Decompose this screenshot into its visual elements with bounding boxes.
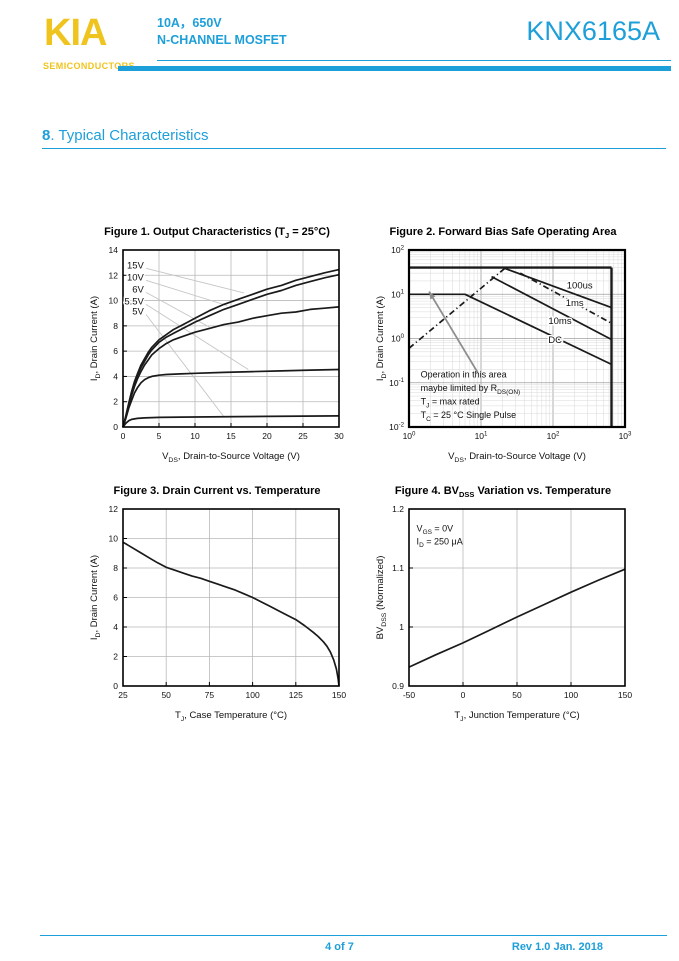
svg-text:15V: 15V <box>127 260 145 271</box>
svg-text:TJ = max rated: TJ = max rated <box>421 397 480 410</box>
svg-text:1: 1 <box>399 622 404 632</box>
svg-text:50: 50 <box>161 690 171 700</box>
svg-text:12: 12 <box>109 270 119 280</box>
svg-text:10: 10 <box>109 296 119 306</box>
svg-text:10ms: 10ms <box>548 316 571 327</box>
svg-text:1.2: 1.2 <box>392 504 404 514</box>
svg-text:6: 6 <box>113 346 118 356</box>
svg-text:10V: 10V <box>127 272 145 283</box>
svg-text:50: 50 <box>512 690 522 700</box>
figure-4-title: Figure 4. BVDSS Variation vs. Temperatur… <box>394 485 612 500</box>
page-number: 4 of 7 <box>325 941 354 953</box>
svg-text:25: 25 <box>298 431 308 441</box>
brand-logo: KIA <box>44 12 107 54</box>
figure-3-title: Figure 3. Drain Current vs. Temperature <box>113 485 321 497</box>
svg-text:1ms: 1ms <box>566 298 584 309</box>
svg-text:TJ, Junction Temperature (°C): TJ, Junction Temperature (°C) <box>454 710 579 723</box>
footer-rule <box>40 935 667 936</box>
svg-text:10-2: 10-2 <box>389 421 405 432</box>
revision: Rev 1.0 Jan. 2018 <box>511 941 603 953</box>
svg-text:100: 100 <box>391 333 404 344</box>
section-heading: 8. Typical Characteristics <box>42 127 666 149</box>
svg-text:14: 14 <box>109 245 119 255</box>
svg-text:BVDSS (Normalized): BVDSS (Normalized) <box>375 556 388 640</box>
svg-text:0: 0 <box>121 431 126 441</box>
svg-text:-50: -50 <box>403 690 416 700</box>
svg-text:1.1: 1.1 <box>392 563 404 573</box>
figure-2-chart: 100us 1ms 10ms DC Operation in this area mayb… <box>375 244 632 464</box>
figure-3: Figure 3. Drain Current vs. Temperature … <box>86 485 348 732</box>
svg-text:0: 0 <box>113 422 118 432</box>
svg-text:DC: DC <box>548 335 562 346</box>
product-spec-type: N-CHANNEL MOSFET <box>157 33 287 47</box>
svg-text:25: 25 <box>118 690 128 700</box>
svg-text:0.9: 0.9 <box>392 681 404 691</box>
svg-text:101: 101 <box>475 430 488 441</box>
svg-text:10-1: 10-1 <box>389 377 405 388</box>
figure-2: Figure 2. Forward Bias Safe Operating Ar… <box>372 226 634 473</box>
svg-text:5: 5 <box>157 431 162 441</box>
svg-text:150: 150 <box>332 690 346 700</box>
header-rule-thick <box>118 66 671 71</box>
svg-text:VGS = 0V: VGS = 0V <box>417 523 454 536</box>
svg-text:maybe limited by RDS(ON): maybe limited by RDS(ON) <box>421 383 521 396</box>
figure-3-chart: 25 50 75 100 125 150 0 2 4 6 8 10 12 TJ, Case Tempera… <box>89 504 346 723</box>
svg-text:2: 2 <box>113 652 118 662</box>
svg-text:100us: 100us <box>567 280 593 291</box>
svg-text:VDS, Drain-to-Source Voltage (: VDS, Drain-to-Source Voltage (V) <box>448 451 586 464</box>
svg-text:20: 20 <box>262 431 272 441</box>
svg-text:100: 100 <box>246 690 260 700</box>
svg-text:4: 4 <box>113 622 118 632</box>
svg-text:100: 100 <box>564 690 578 700</box>
figure-1-title: Figure 1. Output Characteristics (TJ = 2… <box>104 226 330 241</box>
svg-text:75: 75 <box>205 690 215 700</box>
section-number: 8 <box>42 127 51 144</box>
svg-text:2: 2 <box>113 397 118 407</box>
svg-text:10: 10 <box>109 534 119 544</box>
svg-text:TC = 25 °C Single Pulse: TC = 25 °C Single Pulse <box>421 410 517 423</box>
svg-text:103: 103 <box>619 430 632 441</box>
svg-text:8: 8 <box>113 563 118 573</box>
svg-text:10: 10 <box>190 431 200 441</box>
svg-text:6V: 6V <box>132 284 144 295</box>
svg-text:125: 125 <box>289 690 303 700</box>
svg-text:ID, Drain Current (A): ID, Drain Current (A) <box>375 296 388 381</box>
product-spec-rating: 10A，650V <box>157 16 222 30</box>
svg-text:5.5V: 5.5V <box>124 296 144 307</box>
svg-text:30: 30 <box>334 431 344 441</box>
figure-4: Figure 4. BVDSS Variation vs. Temperatur… <box>372 485 634 732</box>
figure-1: Figure 1. Output Characteristics (TJ = 2… <box>86 226 348 473</box>
svg-text:4: 4 <box>113 371 118 381</box>
part-number: KNX6165A <box>526 16 660 46</box>
svg-text:100: 100 <box>403 430 416 441</box>
svg-text:102: 102 <box>547 430 560 441</box>
svg-text:15: 15 <box>226 431 236 441</box>
svg-text:ID = 250 μA: ID = 250 μA <box>417 536 463 549</box>
svg-text:12: 12 <box>109 504 119 514</box>
svg-text:8: 8 <box>113 321 118 331</box>
svg-text:Operation in this area: Operation in this area <box>421 370 507 380</box>
svg-text:0: 0 <box>461 690 466 700</box>
section-title: . Typical Characteristics <box>50 127 209 144</box>
svg-text:5V: 5V <box>132 306 144 317</box>
svg-text:TJ, Case Temperature (°C): TJ, Case Temperature (°C) <box>175 710 287 723</box>
svg-text:150: 150 <box>618 690 632 700</box>
svg-text:ID, Drain Current (A): ID, Drain Current (A) <box>89 296 102 381</box>
figure-2-title: Figure 2. Forward Bias Safe Operating Ar… <box>389 226 617 238</box>
svg-text:0: 0 <box>113 681 118 691</box>
header-rule-thin <box>157 60 671 61</box>
svg-text:VDS, Drain-to-Source Voltage (: VDS, Drain-to-Source Voltage (V) <box>162 451 300 464</box>
brand-logo-subtext: SEMICONDUCTORS <box>43 61 135 71</box>
product-spec: 10A，650V N-CHANNEL MOSFET <box>157 15 287 49</box>
svg-text:101: 101 <box>391 289 404 300</box>
svg-text:102: 102 <box>391 244 404 255</box>
svg-text:6: 6 <box>113 593 118 603</box>
svg-text:ID, Drain Current (A): ID, Drain Current (A) <box>89 555 102 640</box>
